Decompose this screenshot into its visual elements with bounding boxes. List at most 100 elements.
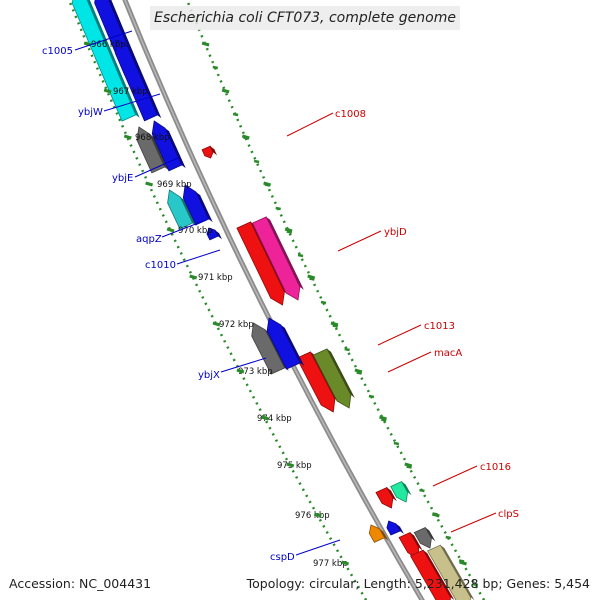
gene-c1010[interactable] xyxy=(206,227,222,241)
ruler-minor-tick xyxy=(202,42,209,46)
ruler-tick-inner xyxy=(236,368,245,374)
ruler-tick-inner xyxy=(189,274,198,280)
gene-c1008[interactable] xyxy=(201,145,217,159)
gene-ybjD-b-shadow xyxy=(266,216,304,290)
ruler-minor-tick xyxy=(222,89,229,93)
gene-ybjE-shadow xyxy=(149,134,169,171)
gene-cspD[interactable] xyxy=(368,524,389,543)
ruler-minor-tick xyxy=(419,488,425,493)
gene-ybjX-b[interactable] xyxy=(266,317,305,370)
label-leader-macA xyxy=(387,351,432,373)
ruler-minor-tick xyxy=(332,324,338,328)
label-leader-c1013 xyxy=(377,324,422,346)
ruler-minor-tick xyxy=(344,347,350,352)
gene-macA[interactable] xyxy=(312,348,355,409)
gene-label-aqpZ[interactable]: aqpZ xyxy=(136,234,162,245)
ruler-label-977: 977 kbp xyxy=(313,559,348,569)
genome-backbone-highlight xyxy=(124,0,423,600)
gene-label-clpS[interactable]: clpS xyxy=(498,509,519,520)
gene-c1016-b[interactable] xyxy=(390,480,412,503)
ruler-tick-inner xyxy=(341,560,349,566)
ruler-minor-tick xyxy=(393,441,400,446)
gene-label-c1013[interactable]: c1013 xyxy=(424,321,455,332)
label-leader-c1010 xyxy=(176,249,221,265)
ruler-tick-inner xyxy=(212,321,221,327)
ruler-minor-tick xyxy=(253,159,260,164)
ruler-label-970: 970 kbp xyxy=(178,226,213,236)
gene-ybjD-b-body xyxy=(251,216,301,301)
gene-c1005[interactable] xyxy=(71,0,140,122)
gene-cspD-shadow xyxy=(379,528,389,541)
ruler-label-974: 974 kbp xyxy=(257,414,292,424)
gene-c1008-body xyxy=(201,145,214,159)
label-leader-c1008 xyxy=(286,112,334,137)
gene-ybjW[interactable] xyxy=(114,39,162,122)
ruler-label-966: 966 kbp xyxy=(91,40,126,50)
gene-next-khaki[interactable] xyxy=(427,544,475,600)
ruler-label-971: 971 kbp xyxy=(198,273,233,283)
ruler-minor-tick xyxy=(445,535,451,540)
label-leader-clpS xyxy=(450,512,497,533)
gene-ybjD-body xyxy=(236,221,285,306)
label-leader-ybjW xyxy=(103,93,161,112)
gene-label-c1005[interactable]: c1005 xyxy=(42,46,73,57)
gene-label-ybjW[interactable]: ybjW xyxy=(78,107,103,118)
ruler-tick-outer xyxy=(379,415,387,421)
gene-c1008-shadow xyxy=(210,146,217,156)
gene-c1016-b-shadow xyxy=(401,481,412,496)
gene-aqpZ[interactable] xyxy=(167,189,197,230)
gene-ybjX-b-shadow xyxy=(280,324,305,366)
ruler-line-outer xyxy=(185,0,486,600)
ruler-tick-inner xyxy=(261,415,269,421)
gene-c1016[interactable] xyxy=(375,486,397,509)
ruler-minor-tick xyxy=(212,65,219,70)
ruler-minor-tick xyxy=(297,253,304,258)
gene-cspD-b[interactable] xyxy=(386,520,404,536)
gene-ybjD-b[interactable] xyxy=(251,216,304,301)
ruler-minor-tick xyxy=(472,582,478,587)
ruler-tick-outer xyxy=(284,227,293,233)
ruler-tick-outer xyxy=(330,321,339,327)
gene-ybjE-body xyxy=(136,126,166,174)
ruler-minor-tick xyxy=(368,394,375,399)
forward-strand-track xyxy=(201,145,475,600)
label-leader-c1016 xyxy=(432,465,478,487)
gene-ybjE-b-shadow xyxy=(165,128,186,169)
gene-label-ybjX[interactable]: ybjX xyxy=(198,370,220,381)
ruler-minor-tick xyxy=(381,418,387,422)
gene-label-macA[interactable]: macA xyxy=(434,348,462,359)
gene-clpS-shadow xyxy=(410,532,423,551)
gene-ybjX-b-body xyxy=(266,317,301,370)
gene-label-ybjE[interactable]: ybjE xyxy=(112,173,133,184)
gene-label-ybjD[interactable]: ybjD xyxy=(384,227,407,238)
gene-ybjE[interactable] xyxy=(136,126,169,174)
gene-label-c1016[interactable]: c1016 xyxy=(480,462,511,473)
gene-next-khaki-body xyxy=(427,544,471,600)
genome-title: Escherichia coli CFT073, complete genome xyxy=(150,6,460,30)
gene-next-khaki-shadow xyxy=(440,545,475,600)
gene-clpS-b[interactable] xyxy=(413,526,436,549)
gene-label-cspD[interactable]: cspD xyxy=(270,552,295,563)
label-leader-ybjE xyxy=(134,157,179,178)
ruler-minor-tick xyxy=(320,300,327,305)
gene-aqpZ-b-body xyxy=(182,184,210,226)
gene-label-c1008[interactable]: c1008 xyxy=(335,109,366,120)
ruler-minor-tick xyxy=(458,559,465,563)
gene-aqpZ-b[interactable] xyxy=(182,184,213,226)
ruler-label-972: 972 kbp xyxy=(219,320,254,330)
gene-next-red[interactable] xyxy=(409,549,455,600)
label-leader-aqpZ xyxy=(161,219,207,238)
gene-macA-shadow xyxy=(327,348,355,398)
gene-c1005-shadow xyxy=(87,0,140,118)
ruler-minor-tick xyxy=(232,112,239,117)
gene-label-c1010[interactable]: c1010 xyxy=(145,260,176,271)
ruler-minor-tick xyxy=(275,206,281,211)
label-leader-c1005 xyxy=(74,30,133,51)
ruler-label-973: 973 kbp xyxy=(238,367,273,377)
gene-ybjE-b[interactable] xyxy=(151,120,186,172)
gene-clpS-b-body xyxy=(413,526,432,549)
ruler-tick-outer xyxy=(459,560,467,566)
label-leader-cspD xyxy=(295,539,341,556)
accession-text: Accession: NC_004431 xyxy=(9,576,152,591)
